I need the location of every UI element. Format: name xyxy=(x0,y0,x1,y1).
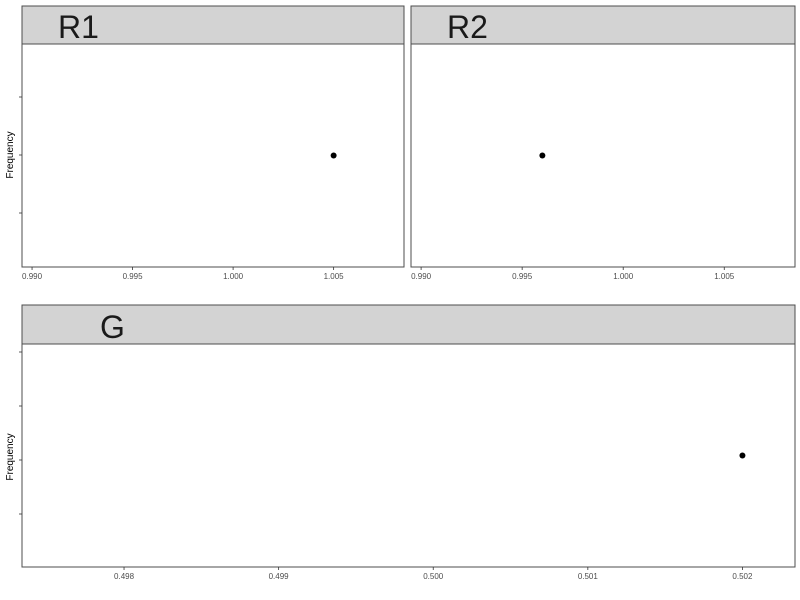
x-tick-label: 1.000 xyxy=(613,272,634,281)
panel-border xyxy=(21,343,796,568)
x-tick-label: 0.499 xyxy=(269,572,290,581)
y-axis-title: Frequency xyxy=(5,433,16,480)
data-point xyxy=(539,152,546,159)
facet-strip-label: G xyxy=(100,309,125,345)
facet-strip xyxy=(410,5,796,45)
y-axis-title: Frequency xyxy=(5,131,16,178)
x-tick-label: 0.498 xyxy=(114,572,135,581)
x-tick-label: 0.500 xyxy=(423,572,444,581)
x-tick-label: 0.502 xyxy=(732,572,753,581)
data-point xyxy=(739,452,746,459)
x-tick-label: 0.990 xyxy=(411,272,432,281)
facet-strip xyxy=(21,304,796,345)
facet-panel-r2: R2 0.990 0.995 1.000 1.005 xyxy=(410,5,796,281)
x-tick-label: 0.990 xyxy=(22,272,43,281)
x-tick-label: 1.000 xyxy=(223,272,244,281)
data-point xyxy=(330,152,337,159)
facet-strip xyxy=(21,5,405,45)
facet-strip-label: R1 xyxy=(58,9,99,45)
facet-panel-r1: R1 0.990 0.995 1.000 1.005 Frequency xyxy=(5,5,405,281)
facet-panel-g: G 0.498 0.499 0.500 0.501 0.502 Frequency xyxy=(5,304,796,581)
panel-border xyxy=(410,43,796,268)
x-tick-label: 0.501 xyxy=(578,572,599,581)
x-tick-label: 0.995 xyxy=(123,272,144,281)
x-tick-label: 1.005 xyxy=(714,272,735,281)
panel-border xyxy=(21,43,405,268)
x-tick-label: 0.995 xyxy=(512,272,533,281)
facet-strip-label: R2 xyxy=(447,9,488,45)
x-tick-label: 1.005 xyxy=(324,272,345,281)
